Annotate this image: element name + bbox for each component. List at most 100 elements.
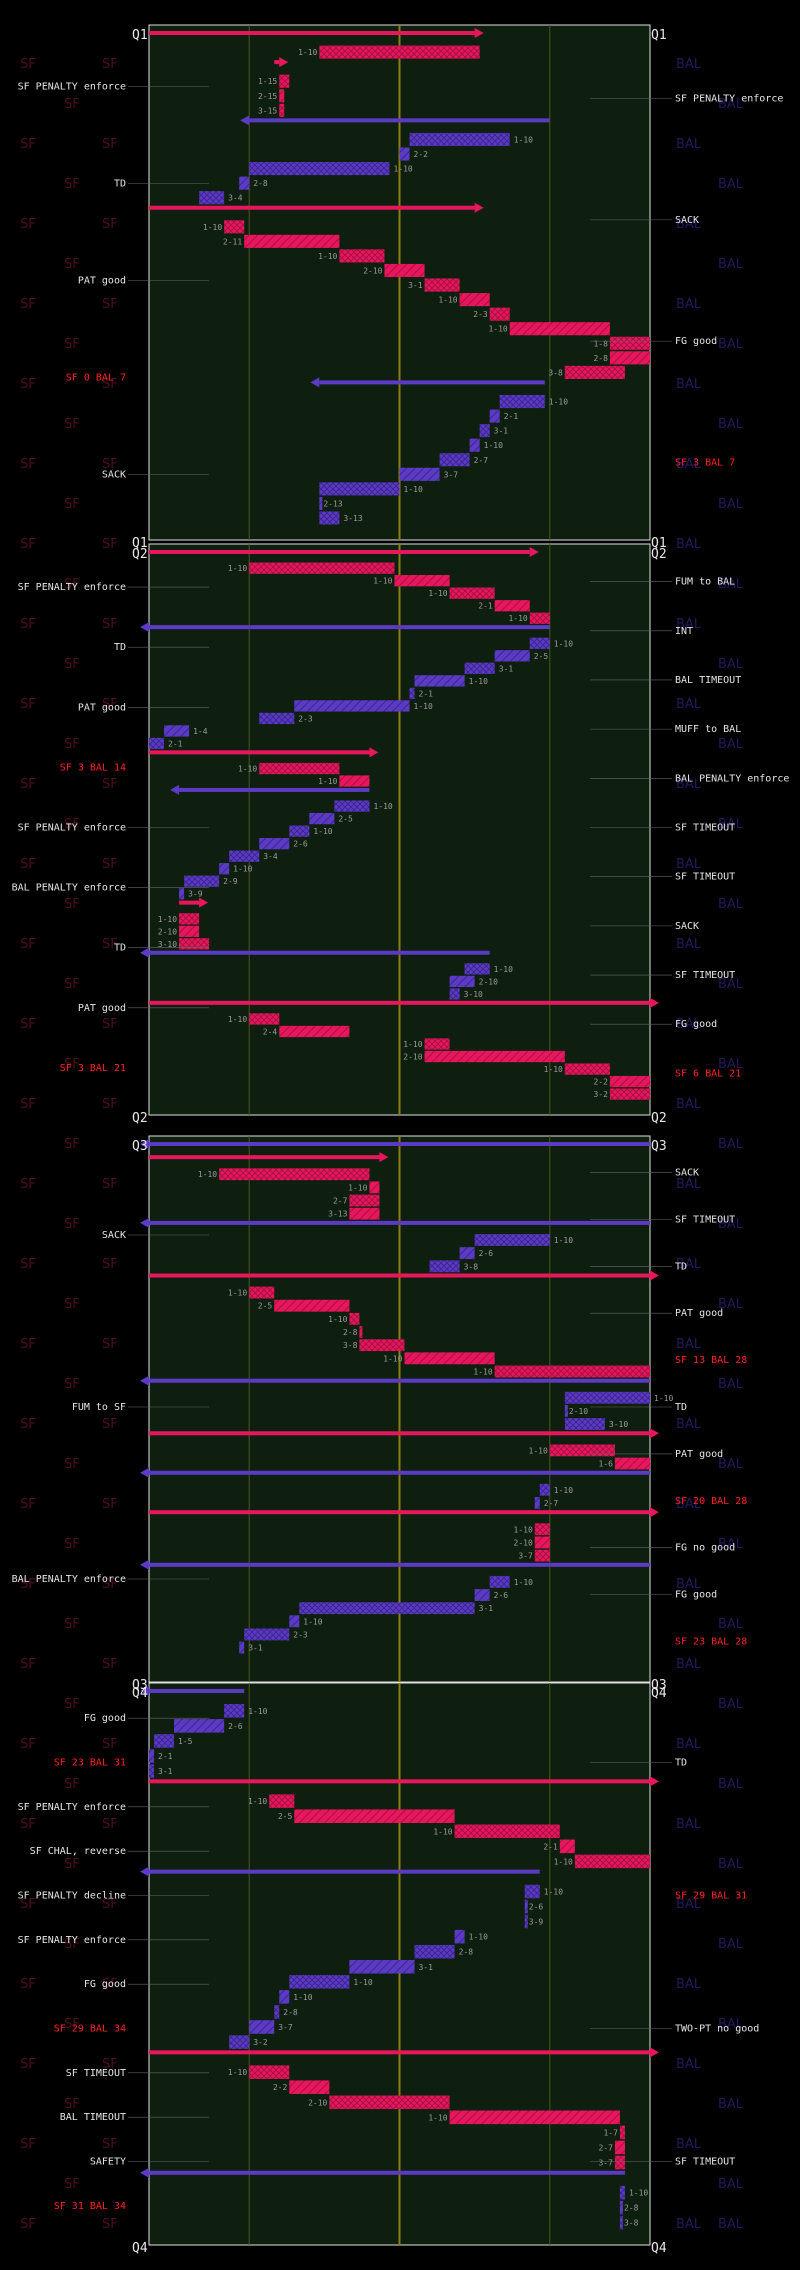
play-bar xyxy=(289,1975,350,1989)
down-label: 1-10 xyxy=(549,398,568,407)
play-bar xyxy=(424,1050,565,1063)
down-label: 1-10 xyxy=(393,165,412,174)
watermark-sf: SF xyxy=(64,977,80,992)
watermark-sf: SF xyxy=(20,1657,36,1672)
play-bar xyxy=(414,675,465,687)
watermark-bal: BAL xyxy=(718,97,744,112)
event-label: FG good xyxy=(675,336,717,347)
event-label: FG good xyxy=(84,1979,126,1990)
down-label: 1-7 xyxy=(603,2128,618,2137)
watermark-bal: BAL xyxy=(718,257,744,272)
down-label: 1-10 xyxy=(554,1236,573,1245)
play-bar xyxy=(149,1749,155,1763)
play-bar xyxy=(464,963,490,975)
play-bar xyxy=(259,762,340,775)
down-label: 3-7 xyxy=(518,1552,533,1561)
watermark-bal: BAL xyxy=(676,217,702,232)
down-label: 1-10 xyxy=(348,1183,367,1192)
watermark-sf: SF xyxy=(64,737,80,752)
watermark-bal: BAL xyxy=(676,1257,702,1272)
down-label: 1-6 xyxy=(598,1460,613,1469)
down-label: 2-6 xyxy=(529,1903,544,1912)
watermark-sf: SF xyxy=(102,1657,118,1672)
play-bar xyxy=(179,925,200,937)
score-label: SF 0 BAL 7 xyxy=(66,373,126,384)
watermark-sf: SF xyxy=(64,177,80,192)
play-bar xyxy=(309,812,335,825)
watermark-sf: SF xyxy=(64,1777,80,1792)
down-label: 2-7 xyxy=(544,1499,559,1508)
play-bar xyxy=(279,1025,350,1038)
watermark-sf: SF xyxy=(20,457,36,472)
down-label: 2-5 xyxy=(338,815,353,824)
drive-bar xyxy=(149,1779,650,1784)
down-label: 1-10 xyxy=(428,2113,447,2122)
play-bar xyxy=(609,1088,650,1100)
drive-bar xyxy=(149,1470,650,1475)
down-label: 1-10 xyxy=(414,702,433,711)
event-label: BAL PENALTY enforce xyxy=(675,773,789,784)
watermark-bal: BAL xyxy=(718,1937,744,1952)
drive-arrow xyxy=(369,747,379,758)
watermark-bal: BAL xyxy=(718,1217,744,1232)
watermark-sf: SF xyxy=(64,1857,80,1872)
down-label: 3-9 xyxy=(188,890,203,899)
play-bar xyxy=(179,938,210,950)
drive-bar xyxy=(249,118,550,123)
down-label: 2-13 xyxy=(323,499,342,508)
drive-arrow xyxy=(140,1866,149,1877)
play-bar xyxy=(294,1809,455,1823)
watermark-sf: SF xyxy=(20,297,36,312)
down-label: 2-10 xyxy=(158,927,177,936)
play-bar xyxy=(229,850,260,862)
play-bar xyxy=(449,2110,620,2125)
watermark-sf: SF xyxy=(20,1977,36,1992)
down-label: 1-10 xyxy=(488,325,507,334)
quarter-label: Q4 xyxy=(651,1686,667,1701)
down-label: 2-2 xyxy=(273,2083,288,2092)
drive-bar xyxy=(179,787,370,792)
down-label: 1-10 xyxy=(233,865,252,874)
down-label: 3-2 xyxy=(253,2038,268,2047)
drive-bar xyxy=(149,1431,650,1436)
play-bar xyxy=(564,1418,605,1430)
watermark-sf: SF xyxy=(64,2177,80,2192)
play-bar xyxy=(614,1457,650,1470)
watermark-sf: SF xyxy=(20,937,36,952)
play-bar xyxy=(359,1326,363,1338)
watermark-sf: SF xyxy=(102,1417,118,1432)
play-bar xyxy=(614,2140,625,2155)
down-label: 1-10 xyxy=(654,1394,673,1403)
event-label: PAT good xyxy=(78,276,126,287)
watermark-bal: BAL xyxy=(718,2097,744,2112)
play-bar xyxy=(469,438,480,452)
down-label: 2-10 xyxy=(479,977,498,986)
down-label: 1-10 xyxy=(228,2068,247,2077)
down-label: 2-1 xyxy=(158,1752,173,1761)
watermark-bal: BAL xyxy=(676,777,702,792)
drive-arrow xyxy=(474,202,484,213)
watermark-sf: SF xyxy=(20,857,36,872)
down-label: 2-1 xyxy=(419,689,434,698)
watermark-bal: BAL xyxy=(718,1697,744,1712)
watermark-sf: SF xyxy=(20,697,36,712)
play-bar xyxy=(349,1312,360,1325)
play-bar xyxy=(319,496,323,510)
watermark-bal: BAL xyxy=(718,1457,744,1472)
watermark-sf: SF xyxy=(20,2137,36,2152)
drive-bar xyxy=(149,950,490,955)
score-label: SF 3 BAL 21 xyxy=(60,1063,126,1074)
down-label: 1-10 xyxy=(514,1578,533,1587)
down-label: 3-1 xyxy=(494,427,509,436)
play-bar xyxy=(289,2080,330,2094)
play-bar xyxy=(384,263,425,278)
down-label: 1-10 xyxy=(293,1993,312,2002)
down-label: 2-8 xyxy=(593,354,608,363)
watermark-sf: SF xyxy=(20,1817,36,1832)
score-label: SF 23 BAL 28 xyxy=(675,1637,747,1648)
play-bar xyxy=(564,1391,650,1404)
down-label: 1-10 xyxy=(428,589,447,598)
play-bar xyxy=(239,1641,245,1654)
event-label: SAFETY xyxy=(90,2157,126,2168)
down-label: 3-1 xyxy=(499,664,514,673)
